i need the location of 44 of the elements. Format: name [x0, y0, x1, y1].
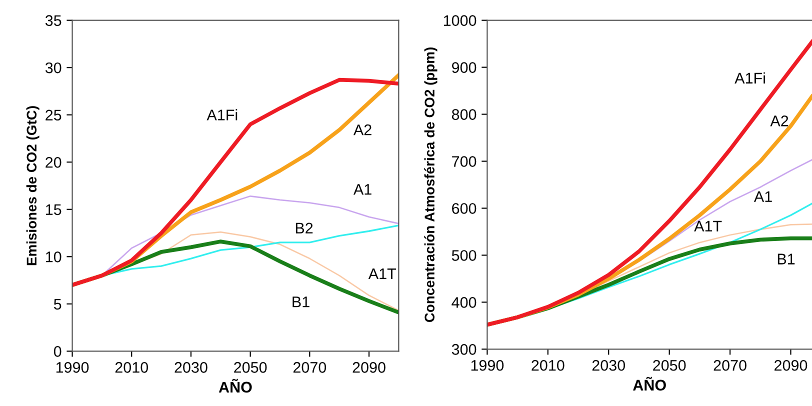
- y-tick-label: 700: [452, 156, 476, 167]
- y-tick-label: 15: [46, 204, 62, 216]
- series-label: A2: [770, 116, 788, 126]
- y-tick-label: 300: [452, 344, 476, 355]
- y-tick-label: 30: [45, 62, 62, 74]
- series-label: B1: [778, 254, 795, 264]
- series-label: A1T: [694, 220, 722, 232]
- x-axis-title: AÑO: [218, 378, 252, 393]
- y-tick-label: 5: [54, 298, 62, 310]
- y-tick-label: 900: [452, 62, 476, 73]
- y-tick-label: 800: [452, 109, 476, 120]
- y-tick-label: 0: [54, 346, 62, 357]
- series-label: B2: [296, 222, 313, 234]
- line-series: [487, 40, 812, 327]
- series-label: A1: [353, 184, 372, 195]
- series-label: A1T: [368, 268, 396, 280]
- y-tick-label: 500: [452, 250, 476, 261]
- y-tick-label: 600: [452, 203, 476, 214]
- x-tick-label: 2050: [234, 362, 267, 373]
- x-tick-label: 1990: [56, 362, 89, 373]
- series-label: A1Fi: [206, 109, 238, 120]
- x-tick-label: 2030: [174, 362, 208, 373]
- y-tick-label: 400: [452, 297, 476, 308]
- x-tick-label: 2010: [115, 362, 148, 373]
- x-tick-label: 2010: [532, 360, 564, 371]
- x-tick-label: 2090: [352, 362, 386, 373]
- y-tick-label: 25: [46, 110, 62, 121]
- y-axis-title: Emisiones de CO2 (GtC): [26, 106, 40, 266]
- x-axis-title: AÑO: [633, 376, 666, 391]
- y-tick-label: 1000: [444, 15, 476, 26]
- series-label: A1: [754, 191, 772, 202]
- x-tick-label: 2090: [774, 360, 808, 371]
- y-tick-label: 10: [46, 252, 62, 262]
- series-label: A1Fi: [734, 72, 765, 84]
- y-tick-label: 35: [45, 15, 62, 26]
- series-label: B1: [292, 296, 310, 308]
- x-tick-label: 2070: [714, 360, 746, 371]
- x-tick-label: 2070: [293, 362, 326, 373]
- x-tick-label: 1990: [471, 360, 504, 371]
- x-tick-label: 2050: [653, 360, 686, 371]
- y-axis-title: Concentración Atmosférica de CO2 (ppm): [424, 48, 438, 322]
- y-tick-label: 20: [46, 156, 62, 168]
- series-label: A2: [353, 124, 372, 136]
- x-tick-label: 2030: [592, 360, 626, 371]
